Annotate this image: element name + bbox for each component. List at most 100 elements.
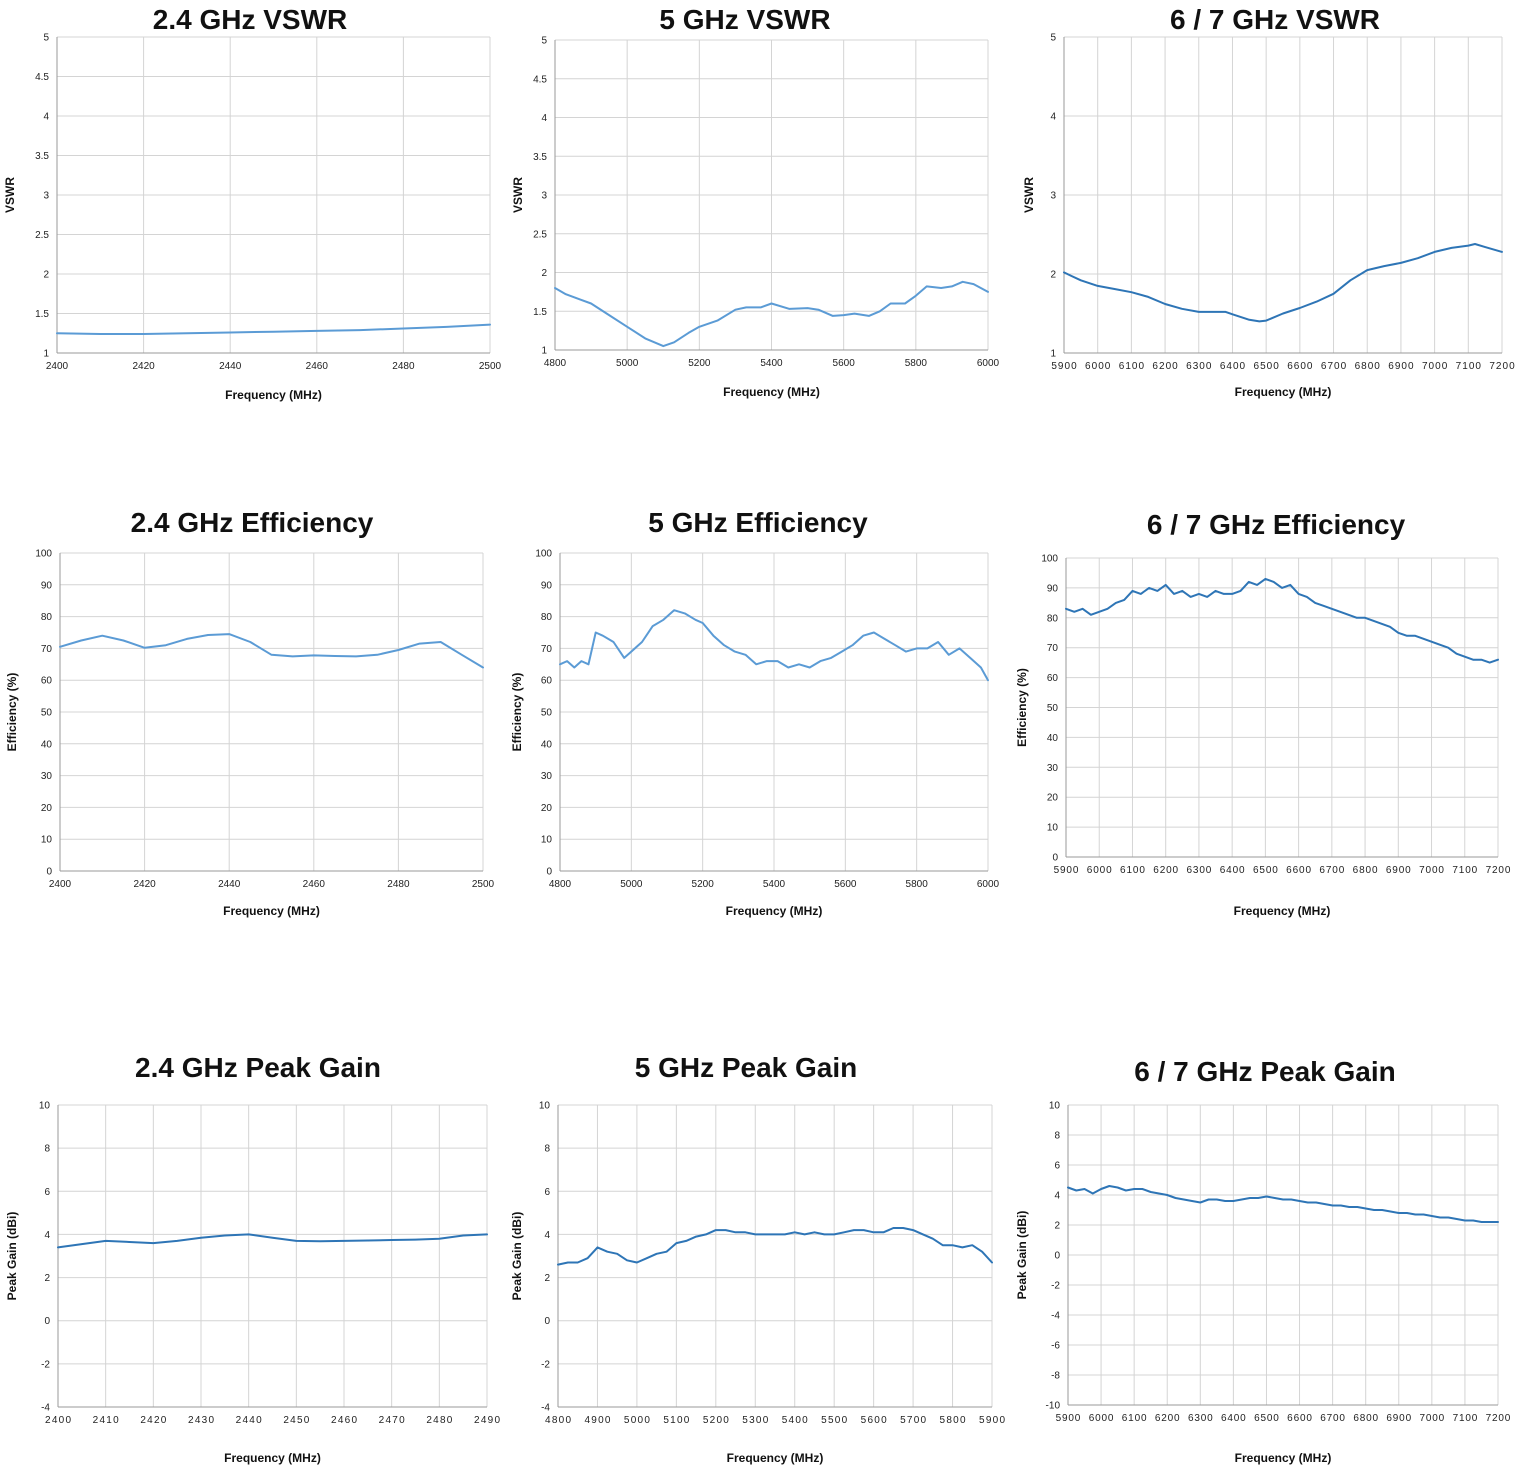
- series-line: [56, 323, 491, 335]
- x-axis-label: Frequency (MHz): [1234, 904, 1331, 918]
- y-tick-label: 1.5: [533, 307, 547, 318]
- x-tick-label: 6400: [1221, 1413, 1246, 1424]
- chart-title: 6 / 7 GHz Peak Gain: [1134, 1056, 1396, 1087]
- y-tick-label: 3: [43, 191, 49, 202]
- x-tick-label: 6700: [1320, 1413, 1345, 1424]
- x-tick-label: 2450: [283, 1415, 309, 1426]
- y-tick-label: 60: [541, 676, 553, 687]
- y-tick-label: 10: [539, 1101, 551, 1112]
- y-tick-label: 20: [1047, 793, 1059, 804]
- y-tick-label: 10: [1049, 1101, 1061, 1112]
- x-axis-label: Frequency (MHz): [1235, 1451, 1332, 1465]
- x-tick-label: 6600: [1287, 1413, 1312, 1424]
- y-tick-label: 60: [41, 676, 53, 687]
- y-tick-label: 60: [1047, 673, 1059, 684]
- y-tick-label: -4: [41, 1403, 50, 1414]
- x-tick-label: 2400: [46, 361, 69, 372]
- y-tick-label: 40: [41, 739, 53, 750]
- x-tick-label: 6500: [1254, 1413, 1279, 1424]
- chart-title: 5 GHz Efficiency: [648, 507, 868, 538]
- y-tick-label: 5: [541, 36, 547, 47]
- x-tick-label: 2400: [45, 1415, 71, 1426]
- x-tick-label: 6000: [977, 358, 1000, 369]
- x-tick-label: 2480: [426, 1415, 452, 1426]
- y-tick-label: 100: [1041, 554, 1058, 565]
- y-tick-label: 90: [41, 580, 53, 591]
- y-tick-label: 70: [1047, 643, 1059, 654]
- y-tick-label: 4: [43, 112, 49, 123]
- x-axis-label: Frequency (MHz): [723, 385, 820, 399]
- chart-title: 6 / 7 GHz Efficiency: [1146, 509, 1406, 540]
- chart-title: 5 GHz VSWR: [659, 4, 831, 35]
- y-tick-label: 80: [1047, 613, 1059, 624]
- y-tick-label: 20: [541, 803, 553, 814]
- y-tick-label: 10: [541, 835, 553, 846]
- x-tick-label: 6500: [1253, 865, 1278, 876]
- y-tick-label: 6: [544, 1187, 550, 1198]
- x-tick-label: 6100: [1120, 865, 1145, 876]
- y-tick-label: 4: [44, 1230, 50, 1241]
- x-tick-label: 6800: [1355, 361, 1381, 372]
- y-tick-label: 30: [41, 771, 53, 782]
- x-tick-label: 5600: [861, 1415, 887, 1426]
- x-tick-label: 5400: [763, 879, 786, 890]
- x-tick-label: 5200: [703, 1415, 729, 1426]
- x-tick-label: 5800: [905, 358, 928, 369]
- x-tick-label: 2460: [331, 1415, 357, 1426]
- x-tick-label: 2480: [392, 361, 415, 372]
- x-tick-label: 6300: [1186, 361, 1212, 372]
- x-tick-label: 6300: [1188, 1413, 1213, 1424]
- y-tick-label: 20: [41, 803, 53, 814]
- y-axis-label: VSWR: [3, 177, 17, 213]
- y-tick-label: 5: [43, 33, 49, 44]
- x-tick-label: 6000: [1089, 1413, 1114, 1424]
- y-tick-label: -2: [1051, 1281, 1060, 1292]
- x-tick-label: 6400: [1220, 361, 1246, 372]
- x-tick-label: 6400: [1220, 865, 1245, 876]
- y-tick-label: 2: [1050, 270, 1056, 281]
- x-tick-label: 6200: [1153, 865, 1178, 876]
- x-tick-label: 5400: [760, 358, 783, 369]
- y-tick-label: 70: [541, 644, 553, 655]
- y-tick-label: 8: [44, 1144, 50, 1155]
- x-tick-label: 5900: [1054, 865, 1079, 876]
- x-tick-label: 7100: [1452, 865, 1477, 876]
- y-tick-label: 5: [1050, 33, 1056, 44]
- y-tick-label: 0: [46, 867, 52, 878]
- x-tick-label: 6700: [1321, 361, 1347, 372]
- chart-title: 5 GHz Peak Gain: [634, 1052, 858, 1083]
- y-tick-label: 30: [1047, 763, 1059, 774]
- series-line: [554, 280, 989, 348]
- y-tick-label: 4: [1050, 112, 1056, 123]
- y-tick-label: 2: [541, 268, 547, 279]
- y-tick-label: 3.5: [533, 152, 547, 163]
- y-tick-label: 10: [41, 835, 53, 846]
- x-axis-label: Frequency (MHz): [727, 1451, 824, 1465]
- y-tick-label: 4: [541, 113, 547, 124]
- y-tick-label: -4: [541, 1403, 550, 1414]
- y-tick-label: 1: [541, 346, 547, 357]
- x-tick-label: 5400: [782, 1415, 808, 1426]
- y-axis-label: Peak Gain (dBi): [5, 1212, 19, 1301]
- x-tick-label: 5000: [624, 1415, 650, 1426]
- x-tick-label: 2440: [236, 1415, 262, 1426]
- x-tick-label: 6600: [1286, 865, 1311, 876]
- y-tick-label: 90: [1047, 583, 1059, 594]
- x-tick-label: 2470: [379, 1415, 405, 1426]
- y-tick-label: -2: [41, 1359, 50, 1370]
- y-tick-label: 2.5: [35, 230, 49, 241]
- x-tick-label: 7000: [1419, 1413, 1444, 1424]
- y-tick-label: -10: [1046, 1401, 1061, 1412]
- y-tick-label: 2.5: [533, 229, 547, 240]
- y-tick-label: 100: [35, 549, 52, 560]
- x-tick-label: 7000: [1422, 361, 1448, 372]
- y-tick-label: 30: [541, 771, 553, 782]
- y-axis-label: Efficiency (%): [5, 673, 19, 752]
- x-tick-label: 4800: [545, 1415, 571, 1426]
- y-axis-label: Peak Gain (dBi): [510, 1212, 524, 1301]
- x-tick-label: 5200: [692, 879, 715, 890]
- x-tick-label: 6800: [1353, 1413, 1378, 1424]
- x-tick-label: 5000: [616, 358, 639, 369]
